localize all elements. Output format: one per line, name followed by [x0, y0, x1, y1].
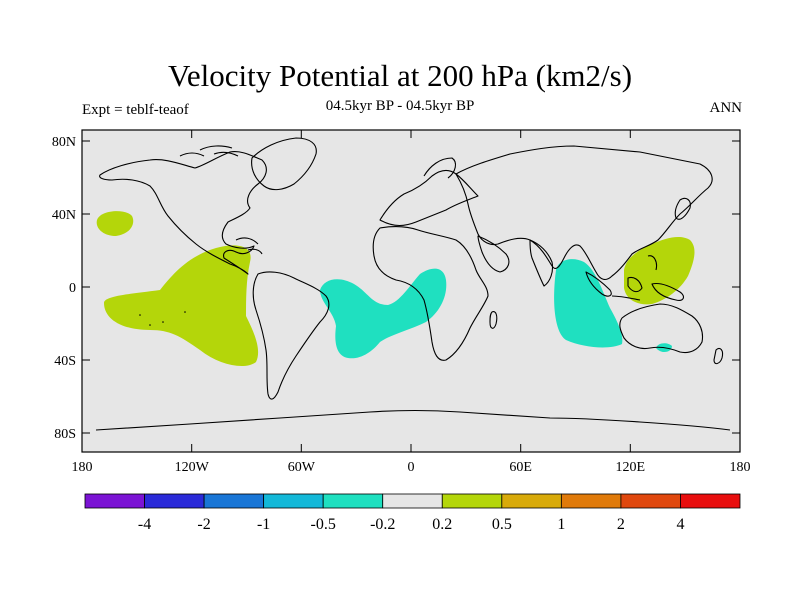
lon-label: 120E	[616, 460, 646, 475]
south-atlantic-negative-region	[320, 268, 447, 359]
colorbar-swatch	[501, 493, 562, 509]
greenland-coast	[251, 137, 317, 191]
island-dot	[139, 314, 141, 316]
lat-label: 80N	[52, 135, 76, 150]
colorbar-swatch	[560, 493, 622, 509]
colorbar-label: 4	[676, 516, 684, 533]
lat-label: 40S	[54, 354, 76, 369]
latitude-axis	[82, 140, 740, 434]
asia-coast	[455, 145, 713, 281]
maritime-continent-coast	[585, 255, 685, 301]
north-america-coast	[99, 151, 267, 275]
island-dot	[162, 321, 164, 323]
latitude-labels: 80N 40N 0 40S 80S	[52, 135, 76, 442]
japan-coast	[674, 197, 691, 220]
colorbar-swatch	[322, 493, 384, 509]
australia-coast	[619, 303, 704, 354]
arabia-coast	[477, 235, 510, 273]
lat-label: 40N	[52, 208, 76, 223]
colorbar-label: -1	[257, 516, 270, 533]
europe-coast	[379, 169, 479, 227]
colorbar-label: 0.5	[492, 516, 512, 533]
madagascar-coast	[489, 311, 498, 329]
colorbar-label: -0.5	[311, 516, 336, 533]
india-coast	[529, 239, 554, 287]
lon-label: 180	[730, 460, 751, 475]
colorbar-swatch	[263, 493, 324, 509]
east-pacific-positive-region	[104, 245, 259, 366]
longitude-axis	[81, 130, 741, 452]
colorbar-swatch	[680, 493, 741, 509]
page-title: Velocity Potential at 200 hPa (km2/s)	[167, 58, 633, 93]
lon-label: 60E	[509, 460, 532, 475]
colorbar-swatch	[620, 493, 681, 509]
plot-subtitle: 04.5kyr BP - 04.5kyr BP	[325, 98, 475, 114]
colorbar-swatch	[441, 493, 503, 509]
island-dot	[149, 324, 151, 326]
lon-label: 180	[72, 460, 93, 475]
colorbar-label: -2	[197, 516, 210, 533]
colorbar-label: -0.2	[370, 516, 395, 533]
lon-label: 0	[408, 460, 415, 475]
longitude-labels: 180 120W 60W 0 60E 120E 180	[72, 460, 751, 475]
colorbar-label: -4	[138, 516, 151, 533]
south-america-coast	[252, 271, 330, 400]
colorbar: -4 -2 -1 -0.5 -0.2 0.2 0.5 1 2 4	[84, 493, 741, 533]
indian-ocean-negative-region	[554, 259, 623, 348]
colorbar-label: 1	[557, 516, 565, 533]
coastlines	[95, 137, 731, 431]
experiment-label: Expt = teblf-teaof	[82, 102, 189, 118]
africa-coast	[372, 226, 489, 361]
colorbar-swatch	[144, 493, 205, 509]
colorbar-swatch	[382, 493, 443, 509]
lat-label: 80S	[54, 427, 76, 442]
north-pacific-positive-region	[96, 211, 134, 236]
scandinavia-coast	[423, 157, 457, 179]
caribbean-coast	[235, 237, 263, 255]
island-dot	[184, 311, 186, 313]
season-label: ANN	[709, 100, 743, 116]
colorbar-label: 2	[617, 516, 625, 533]
lat-label: 0	[69, 281, 76, 296]
colorbar-swatch	[84, 493, 145, 509]
colorbar-swatch	[203, 493, 265, 509]
lon-label: 120W	[175, 460, 210, 475]
lon-label: 60W	[288, 460, 316, 475]
colorbar-label: 0.2	[432, 516, 452, 533]
antarctica-coast	[95, 409, 731, 431]
new-zealand-coast	[713, 347, 724, 365]
arctic-islands-coast	[179, 145, 239, 157]
